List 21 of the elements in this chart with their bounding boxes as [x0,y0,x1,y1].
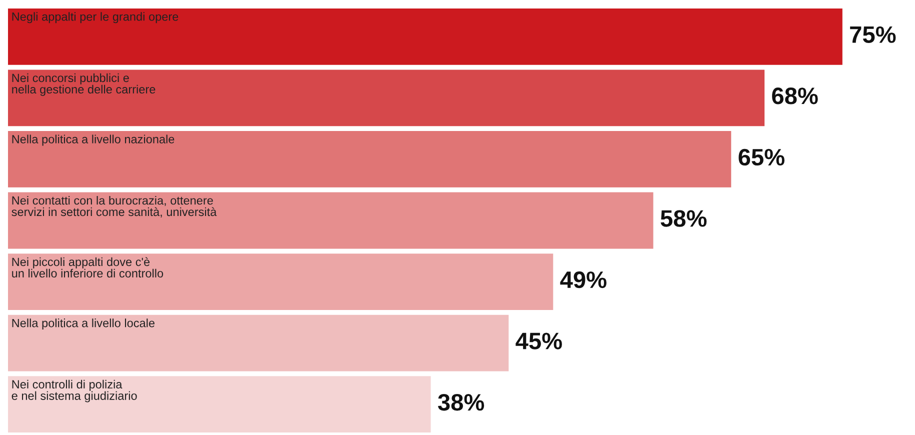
data-label: 45% [516,332,562,350]
bar [8,314,509,372]
bar [8,192,654,249]
data-label: 65% [738,148,784,166]
y-tick-label: Negli appalti per le grandi opere [12,12,178,24]
y-tick-label: Nella politica a livello locale [12,318,155,330]
data-label: 38% [438,394,484,411]
y-tick-label: Nei concorsi pubblici e nella gestione delle carriere [12,73,156,96]
y-tick-label: Nei piccoli appalti dove c'è un livello inferiore di controllo [12,257,164,278]
y-tick-label: Nei contatti con la burocrazia, ottenere servizi in settori come sanità, università [12,196,217,218]
y-tick-label: Nei controlli di polizia e nel sistema giudiziario [12,380,137,402]
bar [8,8,842,65]
bar [8,376,431,433]
bar [8,254,554,310]
bar [8,131,732,188]
data-label: 75% [850,26,896,43]
data-label: 68% [772,88,818,104]
data-label: 49% [560,271,606,288]
data-label: 58% [660,210,707,227]
y-tick-label: Nella politica a livello nazionale [12,134,174,146]
bar [8,70,765,126]
